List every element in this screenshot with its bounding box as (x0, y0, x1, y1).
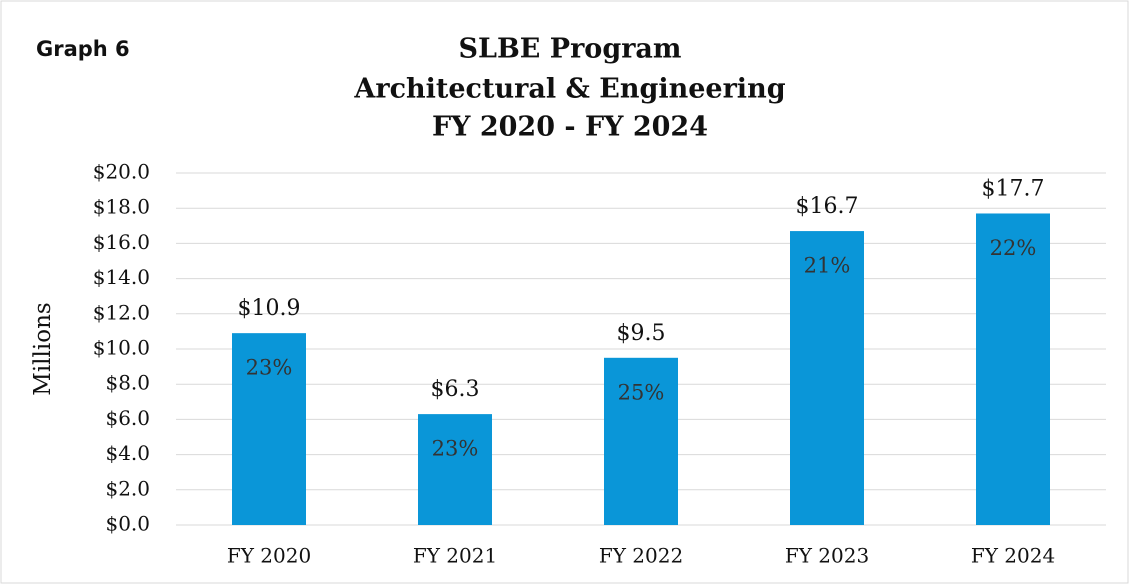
y-tick-label: $0.0 (105, 512, 150, 536)
y-tick-label: $4.0 (105, 441, 150, 465)
bar (604, 357, 678, 525)
inner-label: 22% (990, 236, 1037, 260)
graph-label: Graph 6 (36, 37, 130, 61)
bar (976, 213, 1050, 526)
y-tick-label: $12.0 (93, 300, 150, 324)
y-tick-label: $20.0 (93, 160, 150, 184)
x-tick-label: FY 2020 (227, 544, 311, 568)
chart-title: FY 2020 - FY 2024 (432, 112, 708, 143)
inner-label: 23% (246, 356, 293, 380)
x-tick-label: FY 2022 (599, 544, 683, 568)
chart-title: SLBE Program (459, 34, 682, 65)
inner-label: 25% (618, 380, 665, 404)
value-label: $10.9 (238, 296, 301, 321)
chart-title: Architectural & Engineering (353, 74, 785, 105)
y-tick-label: $14.0 (93, 265, 150, 289)
x-tick-label: FY 2023 (785, 544, 869, 568)
inner-label: 21% (804, 254, 851, 278)
y-tick-label: $2.0 (105, 476, 150, 500)
y-tick-label: $10.0 (93, 336, 150, 360)
value-label: $16.7 (796, 194, 859, 219)
value-label: $17.7 (982, 176, 1045, 201)
bar (790, 231, 864, 525)
y-tick-label: $8.0 (105, 371, 150, 395)
y-tick-label: $6.0 (105, 406, 150, 430)
bar (232, 333, 306, 525)
y-tick-label: $18.0 (93, 195, 150, 219)
x-tick-label: FY 2024 (971, 544, 1055, 568)
value-label: $9.5 (617, 321, 666, 346)
value-label: $6.3 (431, 377, 480, 402)
inner-label: 23% (432, 437, 479, 461)
y-tick-label: $16.0 (93, 230, 150, 254)
y-axis-label: Millions (30, 302, 56, 395)
bar (418, 414, 492, 525)
x-tick-label: FY 2021 (413, 544, 497, 568)
